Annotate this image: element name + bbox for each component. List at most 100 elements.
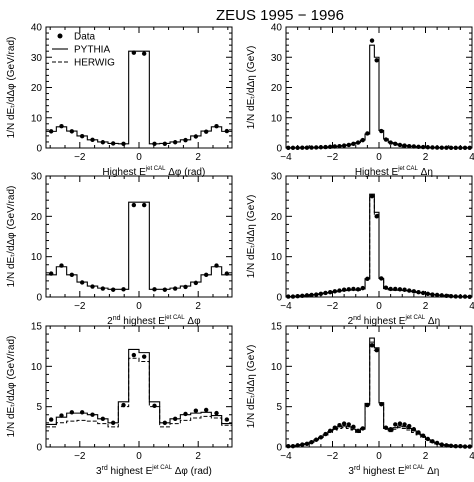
panel-6: −4 −2 0 2 4 0 5 10 15 1/N dEₜ/dΔη (GeV) 3rd highes… — [246, 322, 474, 478]
data-point — [110, 141, 116, 146]
data-point — [355, 428, 361, 434]
x-tick-label: 0 — [376, 301, 382, 312]
x-tick-label: 0 — [376, 152, 382, 163]
data-point — [318, 291, 324, 296]
data-point — [453, 443, 458, 449]
data-point — [172, 286, 178, 291]
data-point — [332, 144, 338, 149]
y-tick-label: 10 — [271, 113, 283, 124]
data-point — [304, 145, 310, 150]
data-point — [193, 280, 199, 286]
plot-frame — [45, 325, 233, 448]
data-point — [59, 263, 64, 268]
data-point — [214, 124, 219, 129]
data-point — [327, 428, 333, 434]
data-point — [430, 439, 435, 444]
pythia-histogram — [286, 44, 472, 149]
data-point — [193, 134, 199, 139]
data-point — [214, 263, 219, 268]
y-tick-label: 20 — [31, 212, 43, 223]
data-point — [183, 411, 188, 417]
data-point — [121, 141, 126, 146]
data-point — [69, 272, 75, 278]
data-point — [304, 441, 310, 446]
data-point — [416, 144, 421, 149]
data-point — [286, 443, 291, 449]
y-tick-label: 40 — [31, 23, 43, 34]
data-point — [439, 293, 444, 298]
data-point — [416, 430, 421, 435]
data-point — [379, 276, 384, 281]
data-point — [327, 144, 333, 149]
data-point — [425, 436, 431, 442]
data-point — [388, 286, 393, 292]
data-point — [203, 407, 209, 413]
data-point — [430, 292, 435, 297]
x-tick-label: −2 — [74, 451, 86, 462]
data-point — [131, 50, 137, 55]
data-point — [351, 141, 356, 146]
y-axis-label: 1/N dEₜ/dΔη (GeV) — [246, 46, 257, 130]
data-point — [295, 293, 300, 299]
data-point — [79, 134, 85, 139]
data-point — [100, 140, 106, 145]
pythia-histogram — [46, 201, 233, 290]
data-point — [100, 416, 106, 421]
x-axis-label: 2nd highest Ejet CAL Δφ — [107, 315, 201, 327]
y-tick-label: 0 — [36, 443, 42, 454]
y-tick-label: 30 — [31, 172, 43, 183]
data-point — [162, 141, 168, 146]
data-point — [48, 271, 54, 276]
data-point — [314, 437, 319, 442]
x-tick-label: 2 — [195, 451, 201, 462]
x-tick-label: 2 — [423, 451, 429, 462]
x-tick-label: 0 — [376, 451, 382, 462]
y-tick-label: 0 — [276, 293, 282, 304]
x-tick-label: 2 — [423, 152, 429, 163]
data-point — [407, 143, 412, 149]
x-tick-label: 4 — [469, 451, 474, 462]
data-point — [393, 286, 398, 292]
data-point — [337, 143, 342, 149]
data-point — [411, 427, 417, 432]
data-point — [397, 142, 403, 148]
x-tick-label: 4 — [469, 152, 474, 163]
legend-label: HERWIG — [74, 58, 115, 69]
x-axis-label: 3rd highest Ejet CAL Δφ (rad) — [96, 465, 212, 477]
x-tick-label: −2 — [327, 152, 339, 163]
data-point — [365, 276, 370, 282]
data-point — [374, 58, 379, 63]
data-point — [434, 145, 440, 150]
x-axis-label: 3rd highest Ejet CAL Δη — [348, 465, 439, 477]
data-point — [203, 272, 209, 278]
data-point — [346, 142, 351, 148]
data-point — [351, 424, 356, 430]
data-point — [90, 412, 95, 417]
data-point — [69, 410, 75, 415]
data-point — [407, 288, 412, 293]
x-tick-label: 4 — [469, 301, 474, 312]
y-tick-label: 10 — [31, 362, 43, 373]
data-point — [383, 425, 389, 430]
data-point — [314, 145, 319, 150]
data-point — [290, 294, 296, 299]
data-point — [448, 443, 454, 448]
data-point — [309, 292, 314, 298]
data-point — [397, 287, 403, 292]
data-point — [360, 426, 365, 431]
y-tick-label: 30 — [271, 172, 283, 183]
x-tick-label: 2 — [423, 301, 429, 312]
data-point — [462, 294, 468, 299]
data-point — [318, 145, 324, 150]
data-point — [360, 137, 365, 143]
y-tick-label: 15 — [31, 322, 43, 333]
data-point — [69, 129, 75, 134]
data-point — [286, 145, 291, 151]
y-tick-label: 10 — [31, 113, 43, 124]
x-axis-label: 2nd highest Ejet CAL Δη — [348, 315, 441, 327]
data-point — [224, 271, 230, 276]
data-point — [444, 293, 449, 298]
legend: Data PYTHIA HERWIG — [52, 32, 115, 69]
